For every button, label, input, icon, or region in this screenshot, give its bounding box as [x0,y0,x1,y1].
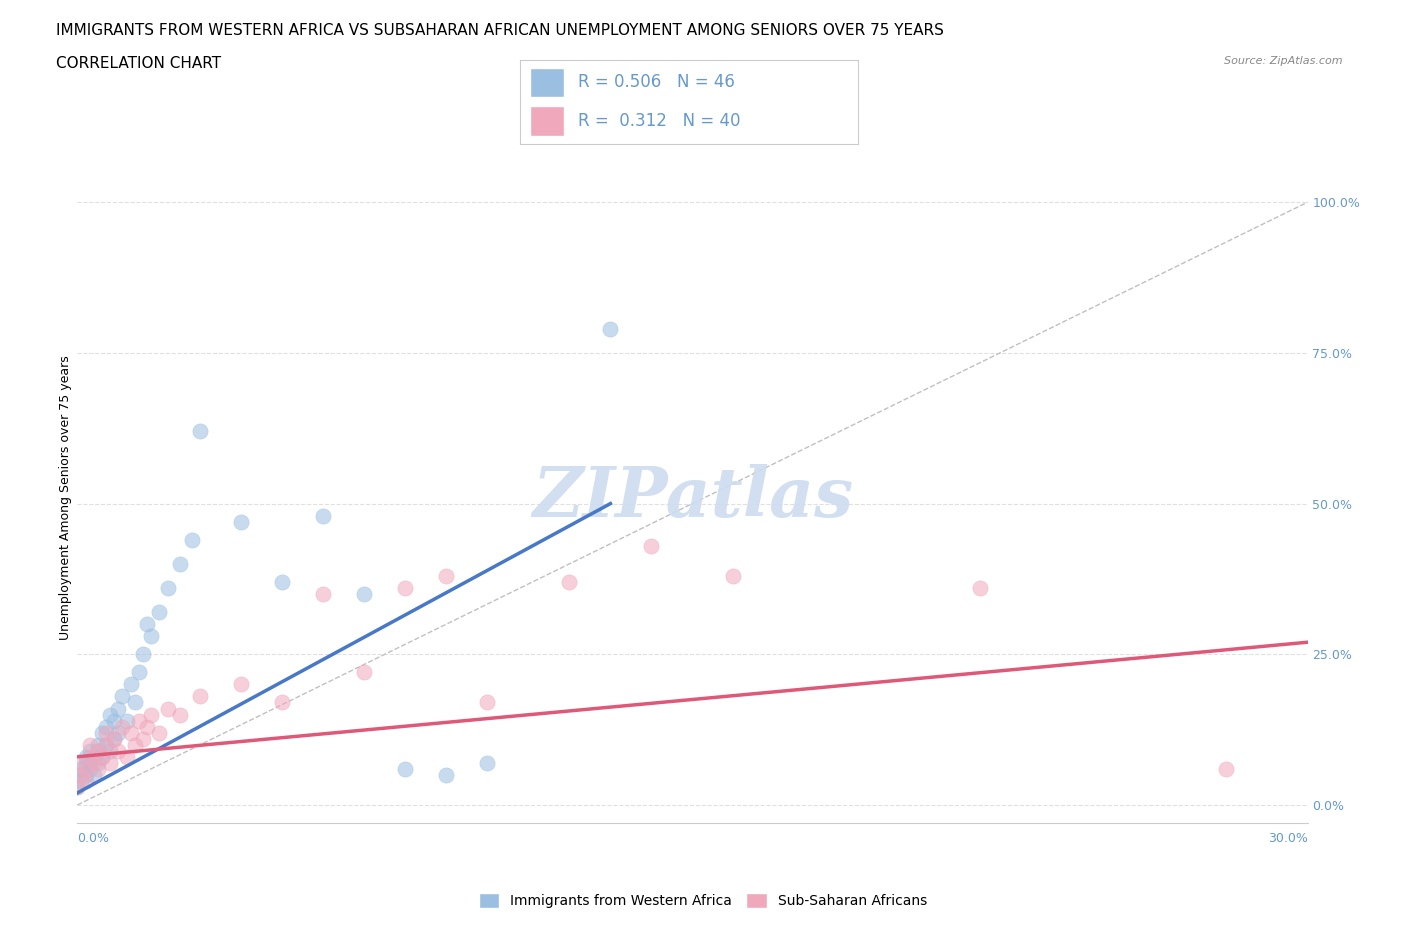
Point [312,587,335,602]
Point [79,762,101,777]
Point [103,713,125,728]
Point [353,587,375,602]
Point [969,580,991,595]
Point [87,755,110,770]
Point [79,743,101,758]
Point [128,665,150,680]
Point [640,538,662,553]
Text: ZIPatlas: ZIPatlas [531,464,853,531]
Point [353,665,375,680]
Point [128,713,150,728]
Point [94,737,117,752]
Point [120,725,142,740]
Point [66,767,89,782]
Point [124,695,146,710]
Text: Source: ZipAtlas.com: Source: ZipAtlas.com [1225,56,1343,66]
Point [90,725,114,740]
Point [231,677,253,692]
Point [115,750,138,764]
Point [271,695,294,710]
Point [477,695,499,710]
Point [394,762,416,777]
Point [477,755,499,770]
Point [66,779,89,794]
Point [132,731,155,746]
Point [723,568,745,583]
Point [107,743,129,758]
Point [87,737,110,752]
Legend: Immigrants from Western Africa, Sub-Saharan Africans: Immigrants from Western Africa, Sub-Saha… [472,888,934,914]
Point [136,719,159,734]
Point [188,424,212,439]
Point [87,743,110,758]
Point [436,767,458,782]
Point [111,689,134,704]
Point [75,762,97,777]
Point [111,719,134,734]
Point [103,731,125,746]
Text: CORRELATION CHART: CORRELATION CHART [56,56,221,71]
Text: IMMIGRANTS FROM WESTERN AFRICA VS SUBSAHARAN AFRICAN UNEMPLOYMENT AMONG SENIORS : IMMIGRANTS FROM WESTERN AFRICA VS SUBSAH… [56,23,943,38]
Point [70,774,93,789]
Point [148,604,170,619]
Point [120,677,142,692]
Point [75,767,97,782]
Y-axis label: Unemployment Among Seniors over 75 years: Unemployment Among Seniors over 75 years [59,355,72,640]
Point [75,750,97,764]
Point [1215,762,1237,777]
Point [141,629,163,644]
Point [107,701,129,716]
Point [79,750,101,764]
Point [124,737,146,752]
Point [141,707,163,722]
Point [271,575,294,590]
Text: 30.0%: 30.0% [1268,832,1308,845]
Point [94,737,117,752]
Point [599,322,621,337]
Point [98,755,121,770]
Point [66,779,89,794]
Point [70,762,93,777]
Point [103,731,125,746]
Point [394,580,416,595]
Point [70,767,93,782]
Point [83,755,105,770]
Point [98,743,121,758]
Point [83,750,105,764]
Point [107,725,129,740]
Point [87,762,110,777]
Point [79,755,101,770]
Point [132,647,155,662]
Point [94,719,117,734]
Text: 0.0%: 0.0% [77,832,110,845]
Point [181,532,204,547]
Point [115,713,138,728]
Point [148,725,170,740]
Point [231,514,253,529]
Point [188,689,212,704]
Point [90,750,114,764]
Point [156,580,179,595]
Point [75,774,97,789]
Point [66,755,89,770]
Point [312,508,335,523]
Point [75,755,97,770]
Point [98,707,121,722]
FancyBboxPatch shape [530,68,564,98]
Point [558,575,581,590]
Point [90,750,114,764]
Point [136,617,159,631]
Text: R = 0.506   N = 46: R = 0.506 N = 46 [578,73,734,91]
Point [436,568,458,583]
Point [169,556,191,571]
FancyBboxPatch shape [530,107,564,136]
Point [87,743,110,758]
Point [156,701,179,716]
Text: R =  0.312   N = 40: R = 0.312 N = 40 [578,112,740,129]
Point [169,707,191,722]
Point [79,737,101,752]
Point [94,725,117,740]
Point [83,767,105,782]
